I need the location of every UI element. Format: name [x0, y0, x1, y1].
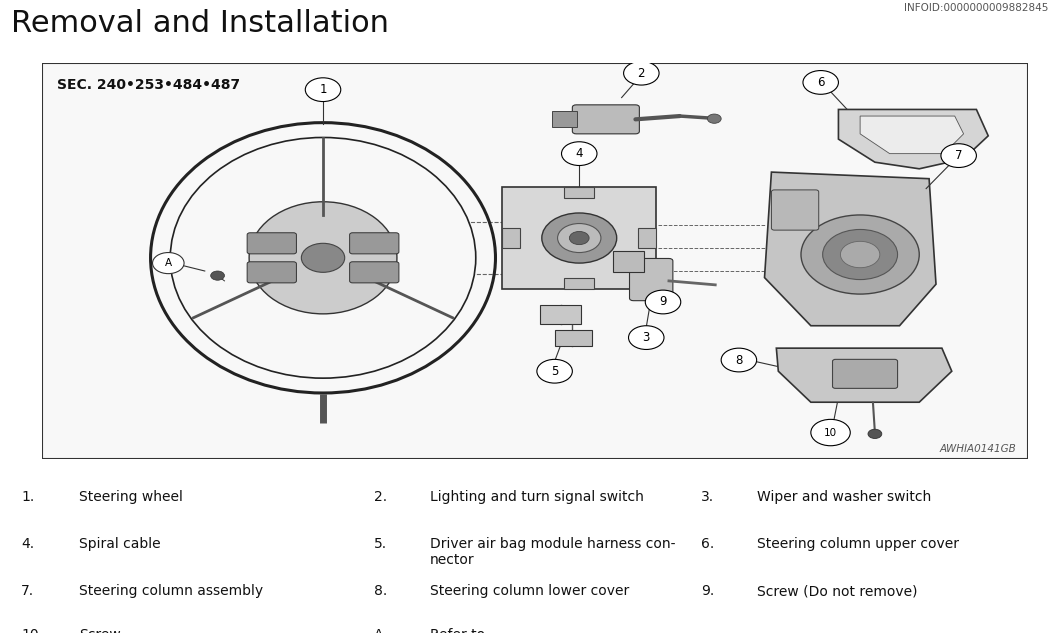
Text: Steering column upper cover: Steering column upper cover: [757, 537, 959, 551]
Text: 4: 4: [575, 147, 583, 160]
FancyBboxPatch shape: [42, 63, 1028, 459]
Text: Lighting and turn signal switch: Lighting and turn signal switch: [430, 490, 644, 505]
Text: A: A: [164, 258, 172, 268]
Circle shape: [868, 429, 882, 439]
FancyBboxPatch shape: [503, 228, 520, 248]
Text: 9: 9: [659, 296, 667, 308]
Text: INFOID:0000000009882845: INFOID:0000000009882845: [904, 3, 1049, 13]
FancyBboxPatch shape: [247, 262, 296, 283]
Text: Steering column assembly: Steering column assembly: [79, 584, 264, 598]
Text: 8: 8: [736, 353, 743, 367]
Text: 2: 2: [638, 66, 645, 80]
Text: 1: 1: [319, 83, 327, 96]
Polygon shape: [860, 116, 963, 154]
Text: 5: 5: [551, 365, 559, 378]
Text: Refer to: Refer to: [430, 628, 489, 633]
Text: 7: 7: [955, 149, 962, 162]
Circle shape: [801, 215, 919, 294]
FancyBboxPatch shape: [833, 360, 898, 389]
Text: AWHIA0141GB: AWHIA0141GB: [939, 444, 1016, 454]
Circle shape: [306, 78, 340, 101]
Circle shape: [542, 213, 617, 263]
Text: 6.: 6.: [701, 537, 715, 551]
Text: Steering column lower cover: Steering column lower cover: [430, 584, 629, 598]
Text: 3.: 3.: [701, 490, 714, 505]
Text: 7.: 7.: [21, 584, 34, 598]
Circle shape: [628, 326, 664, 349]
Text: A.: A.: [374, 628, 388, 633]
Circle shape: [803, 70, 838, 94]
Polygon shape: [838, 110, 989, 169]
Circle shape: [211, 271, 225, 280]
Circle shape: [536, 360, 572, 383]
FancyBboxPatch shape: [565, 187, 594, 199]
Ellipse shape: [249, 202, 397, 314]
Text: 2.: 2.: [374, 490, 387, 505]
Circle shape: [721, 348, 757, 372]
Circle shape: [624, 61, 659, 85]
Circle shape: [811, 419, 851, 446]
Text: 3: 3: [643, 331, 650, 344]
Text: Wiper and washer switch: Wiper and washer switch: [757, 490, 931, 505]
FancyBboxPatch shape: [554, 330, 592, 346]
Text: 1.: 1.: [21, 490, 35, 505]
FancyBboxPatch shape: [772, 190, 819, 230]
FancyBboxPatch shape: [540, 305, 581, 323]
Circle shape: [707, 114, 721, 123]
FancyBboxPatch shape: [565, 278, 594, 289]
Text: 5.: 5.: [374, 537, 387, 551]
Ellipse shape: [171, 137, 475, 378]
Polygon shape: [777, 348, 952, 402]
FancyBboxPatch shape: [629, 258, 672, 301]
Text: Driver air bag module harness con-
nector: Driver air bag module harness con- necto…: [430, 537, 676, 567]
Circle shape: [153, 253, 184, 273]
FancyBboxPatch shape: [503, 187, 657, 289]
Text: 10.: 10.: [21, 628, 43, 633]
Text: Steering wheel: Steering wheel: [79, 490, 183, 505]
Text: Screw: Screw: [79, 628, 121, 633]
Circle shape: [569, 232, 589, 244]
Circle shape: [645, 290, 681, 314]
FancyBboxPatch shape: [247, 233, 296, 254]
Circle shape: [558, 223, 601, 253]
Circle shape: [840, 241, 880, 268]
FancyBboxPatch shape: [572, 105, 640, 134]
Circle shape: [941, 144, 976, 168]
Circle shape: [823, 229, 898, 280]
FancyBboxPatch shape: [551, 111, 578, 127]
Circle shape: [301, 243, 345, 272]
Circle shape: [562, 142, 597, 165]
Text: 4.: 4.: [21, 537, 34, 551]
FancyBboxPatch shape: [639, 228, 657, 248]
Text: SEC. 240•253•484•487: SEC. 240•253•484•487: [57, 78, 240, 92]
Text: Spiral cable: Spiral cable: [79, 537, 160, 551]
Text: Screw (Do not remove): Screw (Do not remove): [757, 584, 917, 598]
Text: 8.: 8.: [374, 584, 388, 598]
FancyBboxPatch shape: [612, 251, 644, 272]
Text: 10: 10: [824, 427, 837, 437]
Text: Removal and Installation: Removal and Installation: [11, 9, 389, 38]
Text: 6: 6: [817, 76, 824, 89]
FancyBboxPatch shape: [350, 233, 398, 254]
FancyBboxPatch shape: [350, 262, 398, 283]
Text: 9.: 9.: [701, 584, 715, 598]
Polygon shape: [764, 172, 936, 326]
